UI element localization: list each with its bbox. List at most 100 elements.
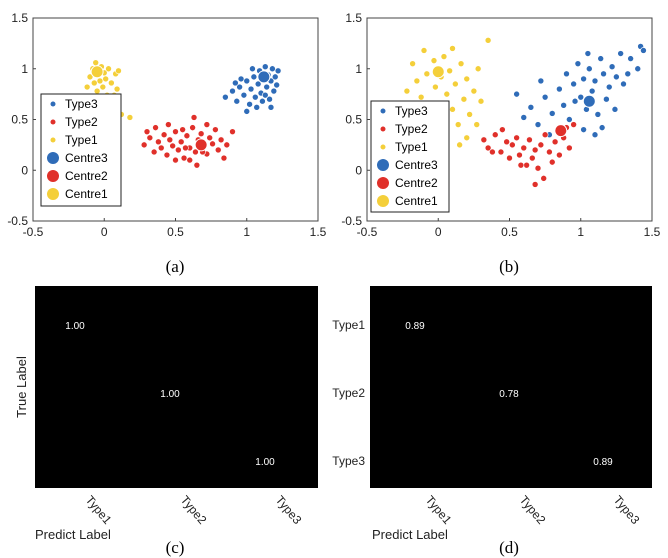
data-point-type3	[246, 100, 253, 108]
data-point-type2	[172, 156, 179, 164]
y-axis-a: -0.5 0 0.5 1 1.5	[7, 11, 36, 228]
data-point-type1	[86, 73, 94, 81]
data-point-type3	[270, 87, 278, 95]
data-point-type2	[193, 161, 201, 169]
data-point-type3	[513, 90, 520, 98]
legend-label-type1: Type1	[65, 133, 98, 147]
panel-label-c: (c)	[166, 538, 185, 557]
data-point-type3	[617, 50, 624, 57]
y-tick-label: 0	[355, 163, 362, 177]
legend-label-type3: Type3	[65, 97, 98, 111]
matrix-cells-c: 1.00 1.00 1.00	[65, 321, 275, 468]
matrix-cells-d: 0.89 0.78 0.89	[405, 321, 613, 468]
data-point-type3	[634, 65, 642, 73]
data-point-type2	[155, 138, 162, 146]
x-tick-label: 0	[101, 225, 108, 239]
data-point-type3	[640, 47, 647, 54]
legend-marker-centre3	[377, 159, 389, 171]
confusion-matrix-c: 1.001.001.00 Type1 Type2 Type3 True Label …	[14, 286, 318, 557]
data-point-type3	[236, 83, 243, 91]
cell-value: 1.00	[255, 457, 275, 468]
x-tick-label: 0	[435, 225, 442, 239]
data-point-type3	[269, 65, 276, 73]
data-point-type2	[166, 136, 174, 144]
data-point-type2	[183, 132, 191, 140]
data-point-type2	[186, 156, 194, 164]
data-point-type3	[597, 55, 605, 62]
data-point-type1	[92, 59, 99, 66]
data-point-type2	[546, 148, 553, 156]
data-point-type1	[443, 90, 451, 98]
y-tick-label: 1.5	[345, 11, 362, 25]
data-point-type2	[513, 134, 520, 142]
legend-marker-type2	[50, 119, 56, 125]
data-point-type3	[527, 104, 535, 111]
legend-marker-type1	[380, 144, 386, 150]
x-tick-label: Type3	[273, 493, 305, 527]
centre-marker-centre3	[257, 70, 271, 84]
y-axis-title-c: True Label	[14, 356, 29, 418]
data-point-type2	[484, 144, 492, 152]
x-axis-a: -0.5 0 0.5 1 1.5	[23, 218, 327, 239]
data-point-type3	[537, 77, 545, 85]
legend-a: Type3 Type2 Type1 Centre3 Centre2 Centre1	[40, 93, 122, 207]
cell-value: 0.89	[593, 457, 613, 468]
scatter-panel-a: -0.5 0 0.5 1 1.5 -0.500.511.5 Type3Type2Type…	[7, 11, 326, 276]
data-point-type3	[253, 104, 261, 111]
data-point-type1	[432, 83, 439, 91]
data-point-type3	[571, 97, 579, 105]
centre-marker-centre1	[90, 65, 104, 79]
data-point-type2	[520, 144, 528, 152]
data-point-type3	[250, 73, 258, 81]
data-point-type3	[560, 101, 567, 109]
data-point-type2	[197, 130, 205, 138]
data-point-type3	[229, 87, 236, 95]
data-point-type2	[182, 144, 189, 152]
data-point-type3	[520, 114, 528, 121]
data-point-type2	[497, 148, 505, 156]
x-tick-label: Type1	[423, 493, 455, 527]
data-point-type1	[452, 80, 459, 88]
legend-marker-centre2	[47, 170, 59, 182]
data-point-type3	[534, 121, 542, 128]
x-tick-label: 1	[243, 225, 250, 239]
data-points-a	[83, 59, 282, 169]
data-point-type3	[222, 93, 229, 101]
y-tick-label: -0.5	[341, 214, 362, 228]
data-point-type1	[423, 70, 431, 78]
legend-marker-centre1	[47, 188, 59, 200]
data-point-type2	[480, 136, 488, 144]
data-point-type3	[556, 85, 563, 93]
data-point-type3	[624, 70, 632, 78]
y-tick-label: 0.5	[11, 113, 28, 127]
panel-label-a: (a)	[166, 257, 185, 276]
data-point-type2	[566, 144, 573, 152]
data-point-type2	[509, 141, 516, 149]
centre-marker-centre1	[431, 65, 445, 79]
data-point-type2	[491, 131, 499, 139]
legend-label-type3: Type3	[395, 104, 428, 118]
data-point-type1	[420, 47, 428, 54]
y-tick-label: Type2	[332, 386, 365, 400]
data-point-type3	[254, 80, 262, 88]
data-point-type3	[577, 93, 585, 101]
y-tick-label: 1	[21, 62, 28, 76]
data-point-type2	[163, 151, 171, 159]
data-point-type2	[150, 148, 158, 156]
data-point-type3	[591, 77, 599, 85]
data-point-type3	[259, 97, 266, 105]
y-tick-label: 1	[355, 62, 362, 76]
data-point-type2	[523, 161, 530, 169]
legend-label-type1: Type1	[395, 140, 428, 154]
data-point-type1	[460, 95, 468, 103]
legend-marker-type1	[50, 137, 56, 143]
data-point-type2	[489, 148, 496, 156]
x-axis-title-d: Predict Label	[372, 527, 448, 542]
data-point-type2	[526, 136, 533, 144]
legend-label-centre2: Centre2	[65, 169, 108, 183]
y-axis-d: Type1 Type2 Type3	[332, 318, 365, 468]
legend-marker-centre3	[47, 152, 59, 164]
data-point-type2	[152, 124, 159, 131]
legend-label-centre3: Centre3	[395, 158, 438, 172]
